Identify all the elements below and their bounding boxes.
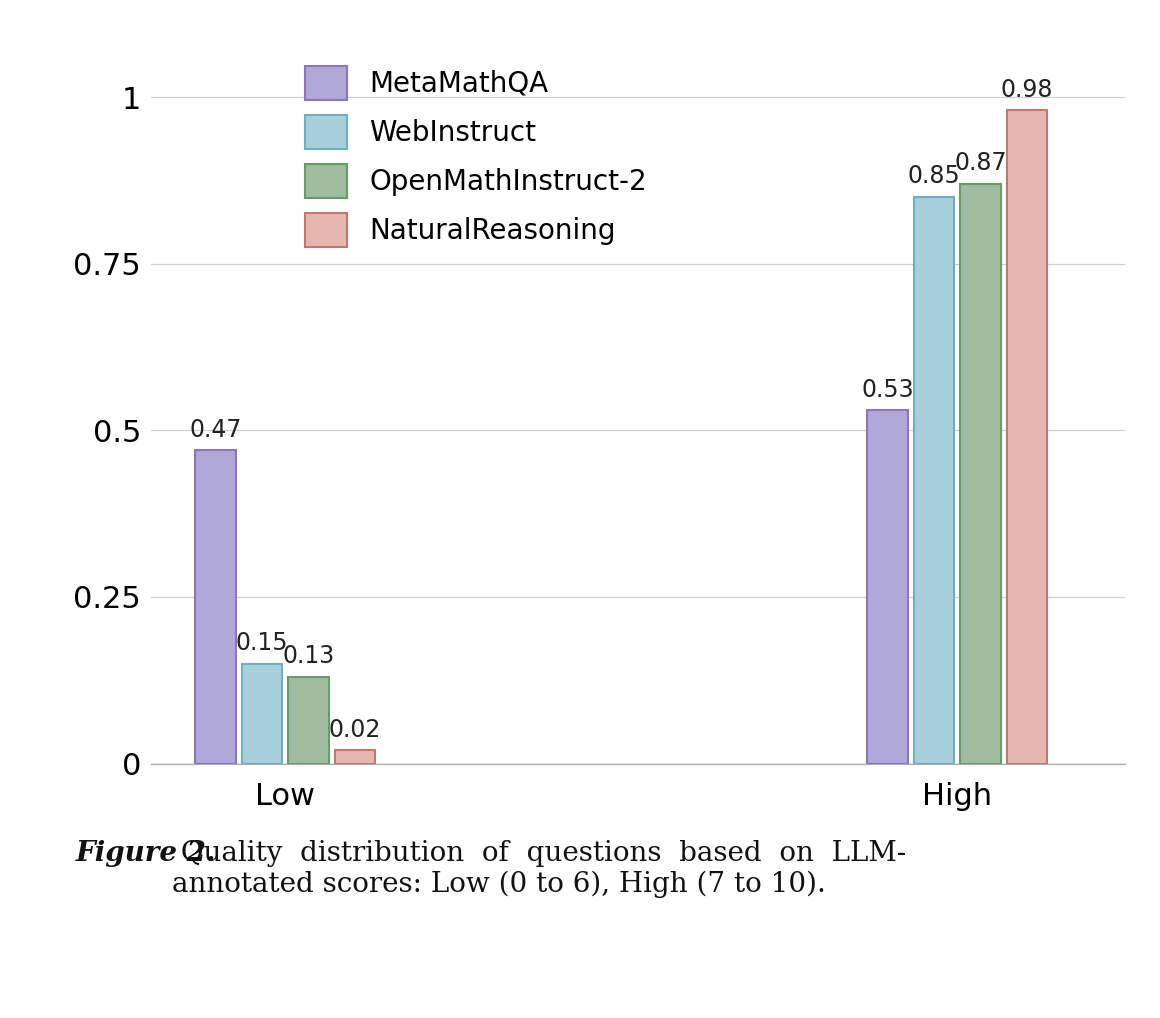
Text: 0.13: 0.13 — [282, 644, 334, 668]
Text: 0.98: 0.98 — [1001, 77, 1053, 102]
Bar — [1007, 111, 1047, 764]
Bar — [960, 184, 1001, 764]
Bar — [196, 450, 235, 764]
Bar — [288, 677, 328, 764]
Bar — [868, 410, 908, 764]
Text: Figure 2.: Figure 2. — [75, 840, 216, 867]
Text: 0.85: 0.85 — [907, 165, 960, 188]
Bar — [241, 664, 282, 764]
Legend: MetaMathQA, WebInstruct, OpenMathInstruct-2, NaturalReasoning: MetaMathQA, WebInstruct, OpenMathInstruc… — [291, 52, 661, 261]
Text: 0.53: 0.53 — [862, 378, 914, 402]
Text: Quality  distribution  of  questions  based  on  LLM-
annotated scores: Low (0 t: Quality distribution of questions based … — [172, 840, 906, 899]
Bar — [334, 750, 375, 764]
Text: 0.15: 0.15 — [235, 631, 289, 655]
Text: 0.47: 0.47 — [189, 417, 241, 442]
Bar — [914, 197, 955, 764]
Text: 0.87: 0.87 — [955, 151, 1007, 175]
Text: 0.02: 0.02 — [328, 718, 380, 741]
